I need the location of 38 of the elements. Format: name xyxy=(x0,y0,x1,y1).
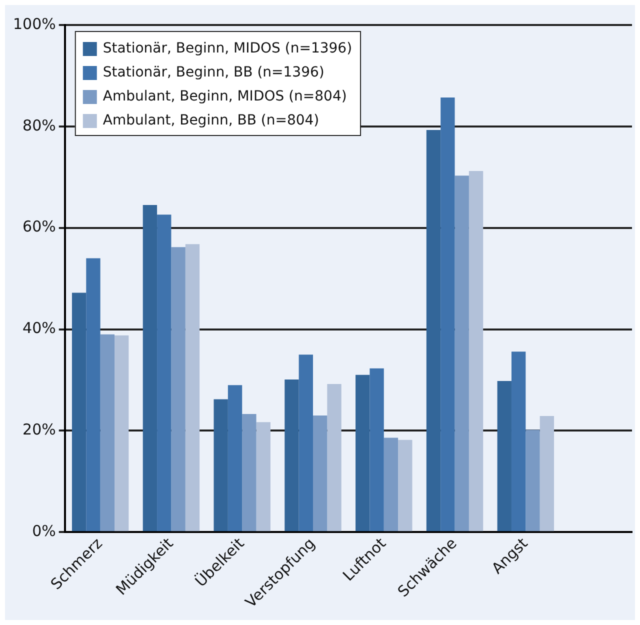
y-tick-label: 20% xyxy=(22,420,56,439)
bar xyxy=(256,422,270,532)
bar xyxy=(526,430,540,532)
bar xyxy=(312,415,328,532)
bar xyxy=(454,176,469,532)
bar xyxy=(540,416,554,532)
legend-label: Stationär, Beginn, MIDOS (n=1396) xyxy=(102,40,352,57)
bar xyxy=(86,258,100,532)
bar xyxy=(426,130,441,532)
bar xyxy=(370,368,384,532)
bar xyxy=(298,354,313,532)
y-tick-label: 80% xyxy=(22,116,56,134)
bar xyxy=(228,385,242,532)
y-tick-label: 100% xyxy=(12,14,56,33)
bar xyxy=(398,440,412,532)
y-tick-label: 60% xyxy=(22,218,56,236)
bar xyxy=(356,374,370,532)
bar xyxy=(242,414,256,532)
bar xyxy=(72,292,86,532)
bar xyxy=(468,171,484,532)
bar xyxy=(114,335,129,532)
bar xyxy=(440,98,455,532)
y-tick-label: 0% xyxy=(32,522,56,540)
bar xyxy=(214,399,228,532)
y-tick-label: 40% xyxy=(22,319,56,338)
bar xyxy=(327,384,342,532)
bar xyxy=(142,205,158,532)
bar xyxy=(384,438,398,532)
bar xyxy=(157,214,172,532)
bar xyxy=(511,352,526,532)
bar xyxy=(171,247,186,532)
bar xyxy=(497,381,512,532)
legend-label: Stationär, Beginn, BB (n=1396) xyxy=(102,64,324,81)
legend-label: Ambulant, Beginn, BB (n=804) xyxy=(102,112,320,129)
bar xyxy=(100,334,115,532)
bar xyxy=(284,379,299,532)
bar xyxy=(185,244,200,532)
legend-label: Ambulant, Beginn, MIDOS (n=804) xyxy=(102,88,347,105)
